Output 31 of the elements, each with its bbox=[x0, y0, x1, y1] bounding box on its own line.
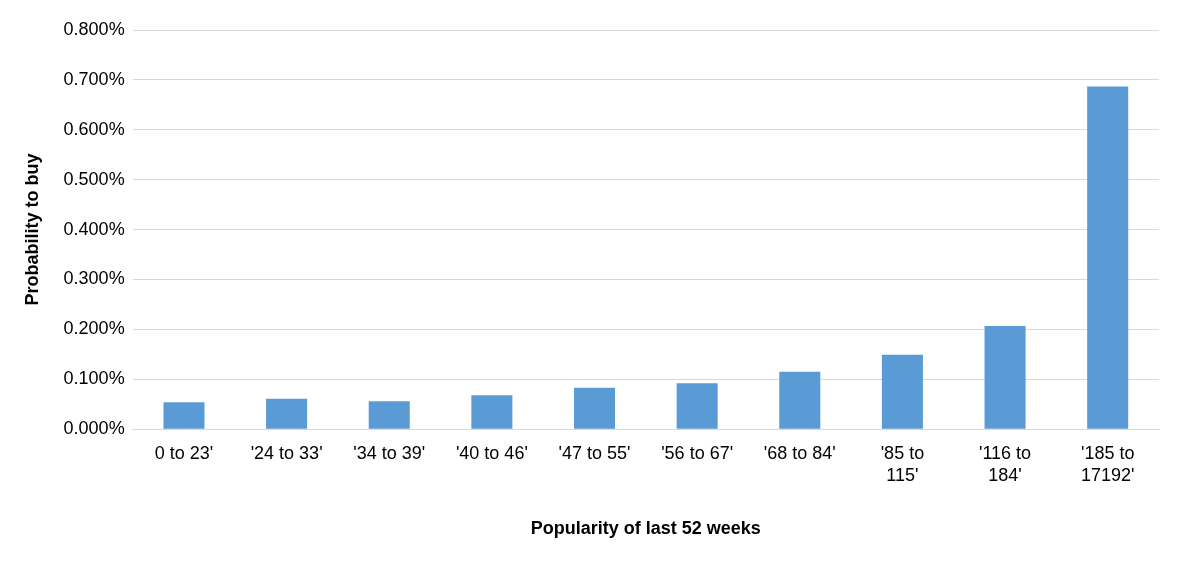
x-tick-label: '185 to 17192' bbox=[1080, 442, 1135, 485]
y-tick-label: 0.400% bbox=[63, 218, 125, 239]
bar bbox=[984, 325, 1026, 429]
x-tick-label: '116 to 184' bbox=[978, 442, 1032, 485]
y-tick-label: 0.500% bbox=[63, 168, 125, 189]
y-axis-title: Probability to buy bbox=[21, 153, 42, 306]
y-tick-label: 0.200% bbox=[63, 318, 125, 339]
bar bbox=[471, 395, 513, 429]
y-tick-label: 0.800% bbox=[63, 18, 125, 39]
y-tick-label: 0.100% bbox=[63, 368, 125, 389]
x-tick-label: '68 to 84' bbox=[763, 442, 836, 463]
x-tick-label: '40 to 46' bbox=[455, 442, 528, 463]
y-tick-label: 0.700% bbox=[63, 68, 125, 89]
x-tick-label: 0 to 23' bbox=[154, 442, 214, 463]
y-tick-label: 0.600% bbox=[63, 118, 125, 139]
bar bbox=[1087, 86, 1129, 429]
x-tick-label: '85 to 115' bbox=[880, 442, 925, 485]
bar bbox=[266, 398, 308, 429]
bar bbox=[881, 354, 923, 429]
y-tick-label: 0.300% bbox=[63, 268, 125, 289]
bar bbox=[163, 402, 205, 429]
x-tick-label: '34 to 39' bbox=[353, 442, 426, 463]
bar bbox=[779, 371, 821, 429]
x-axis-title: Popularity of last 52 weeks bbox=[530, 518, 761, 539]
x-tick-label: '24 to 33' bbox=[250, 442, 323, 463]
bar bbox=[573, 387, 616, 429]
y-tick-label: 0.000% bbox=[63, 418, 125, 439]
x-tick-label: '56 to 67' bbox=[661, 442, 734, 463]
x-tick-label: '47 to 55' bbox=[558, 442, 631, 463]
bar bbox=[368, 401, 410, 429]
bar bbox=[676, 383, 718, 429]
